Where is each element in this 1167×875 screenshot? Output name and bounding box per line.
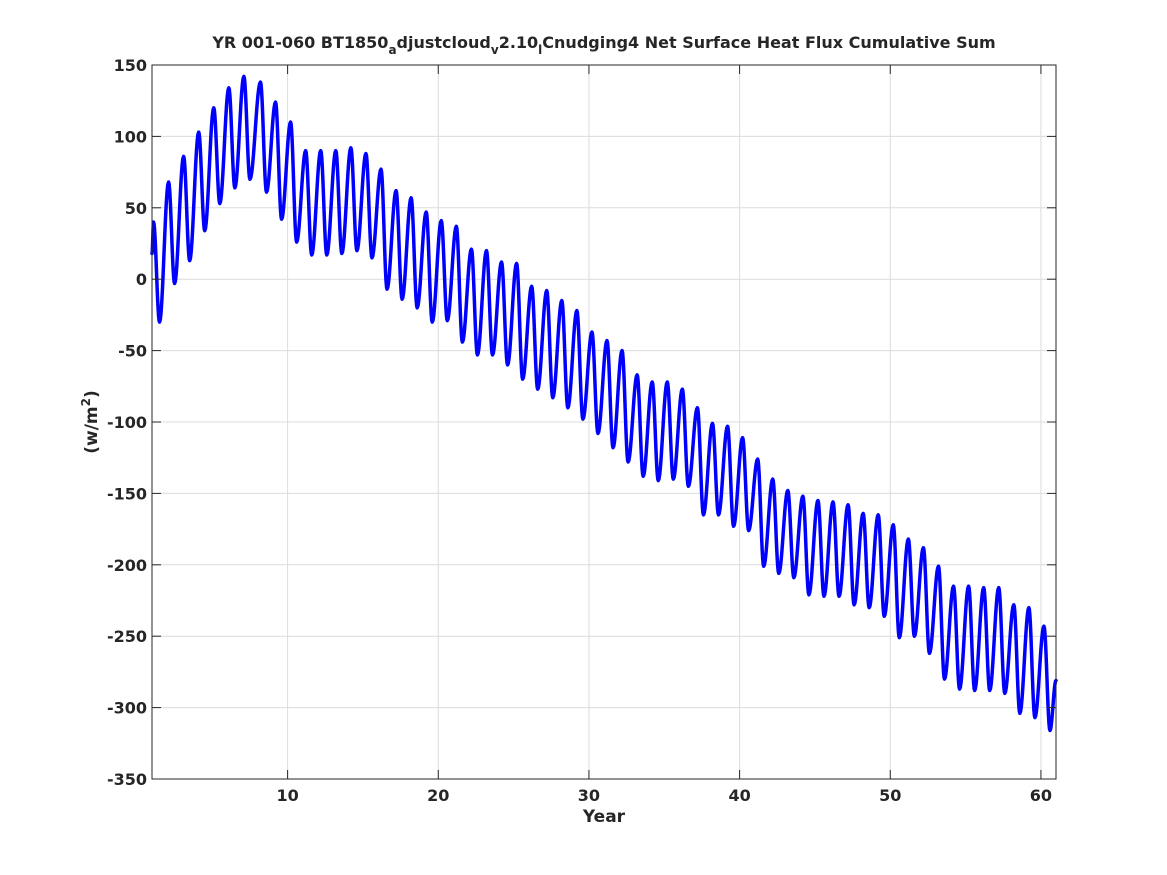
y-tick-labels: 150 100 50 0 -50 -100 -150 -200 -250 -300 -350 xyxy=(107,56,147,789)
x-tick-label: 40 xyxy=(728,786,750,805)
y-tick-label: 150 xyxy=(114,56,147,75)
title-part: v xyxy=(491,43,499,57)
y-tick-label: 100 xyxy=(114,127,147,146)
title-part: Cnudging4 Net Surface Heat Flux Cumulati… xyxy=(542,33,995,52)
x-tick-label: 10 xyxy=(276,786,298,805)
y-axis-label-superscript: 2 xyxy=(79,398,93,406)
y-axis-label-close: ) xyxy=(82,390,102,398)
y-tick-label: -300 xyxy=(107,699,147,718)
y-tick-label: -150 xyxy=(107,484,147,503)
x-tick-labels: 10 20 30 40 50 60 xyxy=(276,786,1052,805)
x-tick-label: 50 xyxy=(879,786,901,805)
title-part: djustcloud xyxy=(397,33,491,52)
title-part: 2.10 xyxy=(499,33,538,52)
chart-title: YR 001-060 BT1850adjustcloudv2.10lCnudgi… xyxy=(211,33,995,57)
title-part: YR 001-060 BT1850 xyxy=(211,33,388,52)
y-axis-label-main: (w/m xyxy=(82,406,102,453)
title-part: a xyxy=(388,43,396,57)
y-tick-label: -350 xyxy=(107,770,147,789)
series-layer xyxy=(150,74,1058,733)
x-tick-label: 30 xyxy=(578,786,600,805)
ticks xyxy=(152,64,1056,780)
y-tick-label: 0 xyxy=(136,270,147,289)
x-tick-label: 20 xyxy=(427,786,449,805)
title-part: l xyxy=(538,43,542,57)
y-tick-label: -100 xyxy=(107,413,147,432)
x-tick-label: 60 xyxy=(1030,786,1052,805)
y-axis-label: (w/m2) xyxy=(79,390,102,454)
y-tick-label: -200 xyxy=(107,556,147,575)
x-axis-label: Year xyxy=(582,807,626,827)
y-tick-label: -50 xyxy=(118,342,147,361)
y-tick-label: -250 xyxy=(107,627,147,646)
series-line xyxy=(150,74,1058,733)
y-tick-label: 50 xyxy=(125,199,147,218)
